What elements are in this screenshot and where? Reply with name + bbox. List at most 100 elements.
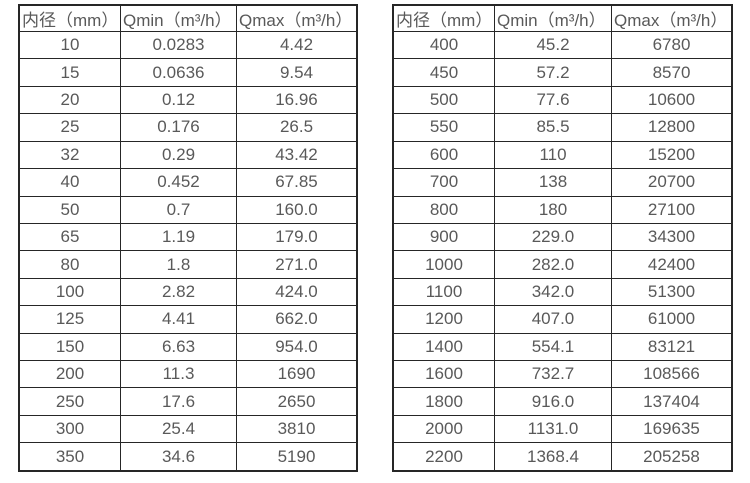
table-row: 1400 554.1 83121 <box>392 332 733 362</box>
table-cell: 400 <box>392 30 495 60</box>
table-cell: 77.6 <box>494 85 612 115</box>
table-cell: 3810 <box>236 414 358 444</box>
table-cell: 1800 <box>392 387 495 416</box>
table-cell: 125 <box>18 305 121 334</box>
flow-table-small-diameters: 内径（mm） Qmin（m³/h） Qmax（m³/h） 10 0.0283 4.42 15… <box>18 4 358 472</box>
table-row: 550 85.5 12800 <box>392 113 733 142</box>
table-cell: 407.0 <box>494 305 612 334</box>
table-row: 300 25.4 3810 <box>18 414 358 444</box>
table-cell: 662.0 <box>236 305 358 334</box>
table-cell: 57.2 <box>494 58 612 87</box>
table-cell: 83121 <box>611 332 733 362</box>
table-cell: 25.4 <box>120 414 237 444</box>
table-cell: 16.96 <box>236 85 358 115</box>
table-cell: 500 <box>392 85 495 115</box>
table-row: 150 6.63 954.0 <box>18 332 358 362</box>
table-cell: 45.2 <box>494 30 612 60</box>
table-cell: 554.1 <box>494 332 612 362</box>
table-cell: 179.0 <box>236 222 358 252</box>
table-row: 600 110 15200 <box>392 140 733 170</box>
table-cell: 1000 <box>392 250 495 279</box>
table-cell: 34300 <box>611 222 733 252</box>
table-row: 125 4.41 662.0 <box>18 305 358 334</box>
header-row: 内径（mm） Qmin（m³/h） Qmax（m³/h） <box>392 4 733 32</box>
table-cell: 450 <box>392 58 495 87</box>
table-cell: 138 <box>494 168 612 197</box>
table-cell: 0.7 <box>120 195 237 224</box>
table-cell: 2000 <box>392 414 495 444</box>
table-cell: 250 <box>18 387 121 416</box>
table-cell: 200 <box>18 360 121 389</box>
table-cell: 42400 <box>611 250 733 279</box>
table-cell: 150 <box>18 332 121 362</box>
table-cell: 342.0 <box>494 277 612 307</box>
table-cell: 110 <box>494 140 612 170</box>
table-cell: 12800 <box>611 113 733 142</box>
table-cell: 50 <box>18 195 121 224</box>
table-row: 2000 1131.0 169635 <box>392 414 733 444</box>
table-cell: 350 <box>18 442 121 472</box>
table-cell: 1200 <box>392 305 495 334</box>
table-cell: 180 <box>494 195 612 224</box>
table-cell: 0.0283 <box>120 30 237 60</box>
table-cell: 25 <box>18 113 121 142</box>
table-row: 900 229.0 34300 <box>392 222 733 252</box>
header-cell: 内径（mm） <box>18 4 121 32</box>
table-row: 50 0.7 160.0 <box>18 195 358 224</box>
table-cell: 8570 <box>611 58 733 87</box>
table-cell: 550 <box>392 113 495 142</box>
table-cell: 27100 <box>611 195 733 224</box>
table-row: 15 0.0636 9.54 <box>18 58 358 87</box>
table-cell: 40 <box>18 168 121 197</box>
table-cell: 600 <box>392 140 495 170</box>
table-row: 700 138 20700 <box>392 168 733 197</box>
table-cell: 169635 <box>611 414 733 444</box>
table-row: 1600 732.7 108566 <box>392 360 733 389</box>
table-row: 10 0.0283 4.42 <box>18 30 358 60</box>
table-cell: 6780 <box>611 30 733 60</box>
flow-table-large-diameters: 内径（mm） Qmin（m³/h） Qmax（m³/h） 400 45.2 6780 450… <box>392 4 733 472</box>
header-row: 内径（mm） Qmin（m³/h） Qmax（m³/h） <box>18 4 358 32</box>
table-row: 32 0.29 43.42 <box>18 140 358 170</box>
table-row: 200 11.3 1690 <box>18 360 358 389</box>
table-cell: 51300 <box>611 277 733 307</box>
table-cell: 1131.0 <box>494 414 612 444</box>
table-cell: 0.29 <box>120 140 237 170</box>
table-cell: 0.0636 <box>120 58 237 87</box>
table-row: 1800 916.0 137404 <box>392 387 733 416</box>
table-cell: 300 <box>18 414 121 444</box>
header-cell: Qmin（m³/h） <box>494 4 612 32</box>
table-cell: 4.41 <box>120 305 237 334</box>
table-cell: 900 <box>392 222 495 252</box>
header-cell: Qmax（m³/h） <box>611 4 733 32</box>
header-cell: Qmax（m³/h） <box>236 4 358 32</box>
table-cell: 1600 <box>392 360 495 389</box>
table-cell: 15200 <box>611 140 733 170</box>
header-cell: Qmin（m³/h） <box>120 4 237 32</box>
table-row: 2200 1368.4 205258 <box>392 442 733 472</box>
table-row: 250 17.6 2650 <box>18 387 358 416</box>
table-cell: 4.42 <box>236 30 358 60</box>
table-cell: 271.0 <box>236 250 358 279</box>
table-row: 1000 282.0 42400 <box>392 250 733 279</box>
table-cell: 1100 <box>392 277 495 307</box>
table-cell: 954.0 <box>236 332 358 362</box>
table-cell: 0.176 <box>120 113 237 142</box>
table-row: 25 0.176 26.5 <box>18 113 358 142</box>
table-cell: 1690 <box>236 360 358 389</box>
table-cell: 1.19 <box>120 222 237 252</box>
table-cell: 20700 <box>611 168 733 197</box>
table-cell: 800 <box>392 195 495 224</box>
table-cell: 5190 <box>236 442 358 472</box>
table-cell: 205258 <box>611 442 733 472</box>
table-row: 65 1.19 179.0 <box>18 222 358 252</box>
table-cell: 32 <box>18 140 121 170</box>
table-row: 350 34.6 5190 <box>18 442 358 472</box>
table-cell: 2.82 <box>120 277 237 307</box>
table-cell: 2650 <box>236 387 358 416</box>
table-cell: 85.5 <box>494 113 612 142</box>
table-cell: 100 <box>18 277 121 307</box>
table-row: 1100 342.0 51300 <box>392 277 733 307</box>
table-cell: 17.6 <box>120 387 237 416</box>
